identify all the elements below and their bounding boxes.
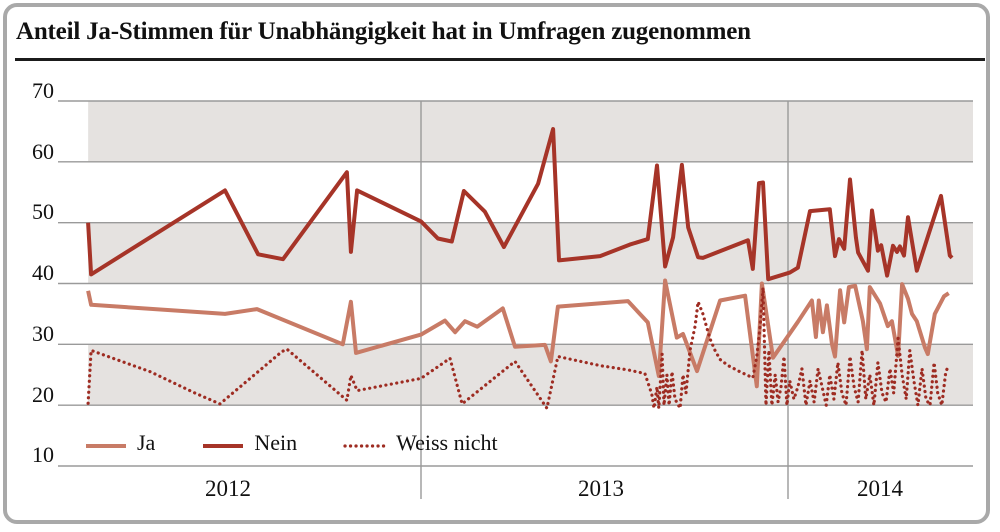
x-year-label-2012: 2012 bbox=[205, 476, 251, 501]
chart-legend: Ja Nein Weiss nicht bbox=[84, 430, 544, 456]
y-tick-label: 50 bbox=[32, 199, 54, 224]
legend-label-ja: Ja bbox=[137, 430, 156, 455]
x-year-label-2013: 2013 bbox=[578, 476, 624, 501]
x-year-label-2014: 2014 bbox=[857, 476, 903, 501]
legend-label-weiss-nicht: Weiss nicht bbox=[396, 430, 498, 455]
legend-item-weiss-nicht: Weiss nicht bbox=[343, 430, 498, 456]
chart-title: Anteil Ja-Stimmen für Unabhängigkeit hat… bbox=[16, 18, 751, 45]
legend-item-ja: Ja bbox=[84, 430, 155, 456]
y-tick-label: 20 bbox=[32, 382, 54, 407]
y-tick-label: 10 bbox=[32, 442, 54, 467]
ja-line-swatch-icon bbox=[84, 438, 128, 448]
nein-line-swatch-icon bbox=[201, 438, 245, 448]
y-tick-label: 60 bbox=[32, 139, 54, 164]
weiss-nicht-line-swatch-icon bbox=[343, 438, 387, 448]
legend-label-nein: Nein bbox=[254, 430, 298, 455]
title-rule bbox=[15, 58, 985, 61]
y-tick-label: 30 bbox=[32, 321, 54, 346]
y-tick-label: 40 bbox=[32, 260, 54, 285]
y-tick-label: 70 bbox=[32, 78, 54, 103]
legend-item-nein: Nein bbox=[201, 430, 297, 456]
